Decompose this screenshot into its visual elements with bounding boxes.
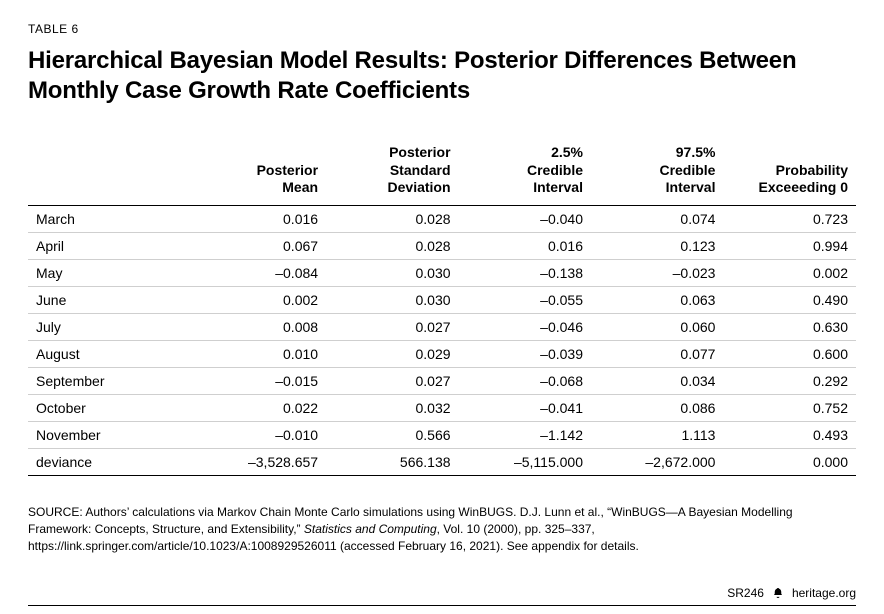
- col-rowlabel: [28, 140, 194, 205]
- cell-lo: –0.039: [459, 340, 591, 367]
- cell-prob: 0.002: [723, 259, 856, 286]
- cell-sd: 0.030: [326, 286, 458, 313]
- cell-mean: –0.015: [194, 367, 326, 394]
- cell-hi: 1.113: [591, 421, 723, 448]
- cell-mean: –3,528.657: [194, 448, 326, 475]
- cell-prob: 0.490: [723, 286, 856, 313]
- cell-prob: 0.600: [723, 340, 856, 367]
- row-label-cell: June: [28, 286, 194, 313]
- row-label-cell: March: [28, 205, 194, 232]
- col-header: ProbabilityExceeeding 0: [723, 140, 856, 205]
- cell-mean: –0.010: [194, 421, 326, 448]
- row-label-cell: September: [28, 367, 194, 394]
- table-row: July0.0080.027–0.0460.0600.630: [28, 313, 856, 340]
- cell-prob: 0.994: [723, 232, 856, 259]
- table-header: PosteriorMeanPosteriorStandardDeviation2…: [28, 140, 856, 205]
- table-number-label: TABLE 6: [28, 22, 856, 36]
- cell-mean: 0.067: [194, 232, 326, 259]
- cell-prob: 0.752: [723, 394, 856, 421]
- col-header: PosteriorStandardDeviation: [326, 140, 458, 205]
- table-row: September–0.0150.027–0.0680.0340.292: [28, 367, 856, 394]
- table-row: November–0.0100.566–1.1421.1130.493: [28, 421, 856, 448]
- cell-lo: –0.041: [459, 394, 591, 421]
- cell-hi: 0.060: [591, 313, 723, 340]
- col-header: 2.5%CredibleInterval: [459, 140, 591, 205]
- cell-lo: –0.068: [459, 367, 591, 394]
- cell-sd: 0.027: [326, 367, 458, 394]
- table-row: May–0.0840.030–0.138–0.0230.002: [28, 259, 856, 286]
- cell-lo: –5,115.000: [459, 448, 591, 475]
- col-header: 97.5%CredibleInterval: [591, 140, 723, 205]
- cell-hi: 0.074: [591, 205, 723, 232]
- cell-prob: 0.723: [723, 205, 856, 232]
- cell-sd: 0.566: [326, 421, 458, 448]
- row-label-cell: April: [28, 232, 194, 259]
- cell-lo: –0.138: [459, 259, 591, 286]
- source-lead: SOURCE:: [28, 505, 83, 519]
- cell-hi: –0.023: [591, 259, 723, 286]
- cell-sd: 0.030: [326, 259, 458, 286]
- bell-icon: [772, 587, 784, 599]
- cell-sd: 0.032: [326, 394, 458, 421]
- cell-hi: –2,672.000: [591, 448, 723, 475]
- cell-lo: –0.046: [459, 313, 591, 340]
- cell-sd: 0.029: [326, 340, 458, 367]
- cell-hi: 0.086: [591, 394, 723, 421]
- table-row: April0.0670.0280.0160.1230.994: [28, 232, 856, 259]
- table-row: deviance–3,528.657566.138–5,115.000–2,67…: [28, 448, 856, 475]
- cell-hi: 0.063: [591, 286, 723, 313]
- cell-sd: 0.028: [326, 205, 458, 232]
- col-header: PosteriorMean: [194, 140, 326, 205]
- cell-mean: 0.002: [194, 286, 326, 313]
- cell-sd: 566.138: [326, 448, 458, 475]
- table-row: August0.0100.029–0.0390.0770.600: [28, 340, 856, 367]
- bottom-rule: [28, 605, 856, 606]
- cell-prob: 0.292: [723, 367, 856, 394]
- cell-lo: 0.016: [459, 232, 591, 259]
- cell-sd: 0.027: [326, 313, 458, 340]
- cell-prob: 0.630: [723, 313, 856, 340]
- cell-prob: 0.000: [723, 448, 856, 475]
- source-italic: Statistics and Computing: [304, 522, 437, 536]
- cell-hi: 0.123: [591, 232, 723, 259]
- row-label-cell: August: [28, 340, 194, 367]
- table-body: March0.0160.028–0.0400.0740.723April0.06…: [28, 205, 856, 475]
- cell-mean: 0.022: [194, 394, 326, 421]
- table-row: October0.0220.032–0.0410.0860.752: [28, 394, 856, 421]
- row-label-cell: November: [28, 421, 194, 448]
- figure-footer: SR246 heritage.org: [727, 586, 856, 600]
- table-row: June0.0020.030–0.0550.0630.490: [28, 286, 856, 313]
- table-row: March0.0160.028–0.0400.0740.723: [28, 205, 856, 232]
- cell-hi: 0.077: [591, 340, 723, 367]
- cell-mean: 0.010: [194, 340, 326, 367]
- cell-lo: –1.142: [459, 421, 591, 448]
- cell-sd: 0.028: [326, 232, 458, 259]
- row-label-cell: deviance: [28, 448, 194, 475]
- cell-hi: 0.034: [591, 367, 723, 394]
- row-label-cell: July: [28, 313, 194, 340]
- cell-mean: –0.084: [194, 259, 326, 286]
- row-label-cell: May: [28, 259, 194, 286]
- table-title: Hierarchical Bayesian Model Results: Pos…: [28, 46, 856, 106]
- source-note: SOURCE: Authors’ calculations via Markov…: [28, 504, 856, 556]
- cell-lo: –0.040: [459, 205, 591, 232]
- cell-mean: 0.008: [194, 313, 326, 340]
- cell-prob: 0.493: [723, 421, 856, 448]
- table-figure: TABLE 6 Hierarchical Bayesian Model Resu…: [0, 0, 884, 614]
- site-label: heritage.org: [792, 586, 856, 600]
- cell-lo: –0.055: [459, 286, 591, 313]
- report-code: SR246: [727, 586, 764, 600]
- results-table: PosteriorMeanPosteriorStandardDeviation2…: [28, 140, 856, 476]
- row-label-cell: October: [28, 394, 194, 421]
- cell-mean: 0.016: [194, 205, 326, 232]
